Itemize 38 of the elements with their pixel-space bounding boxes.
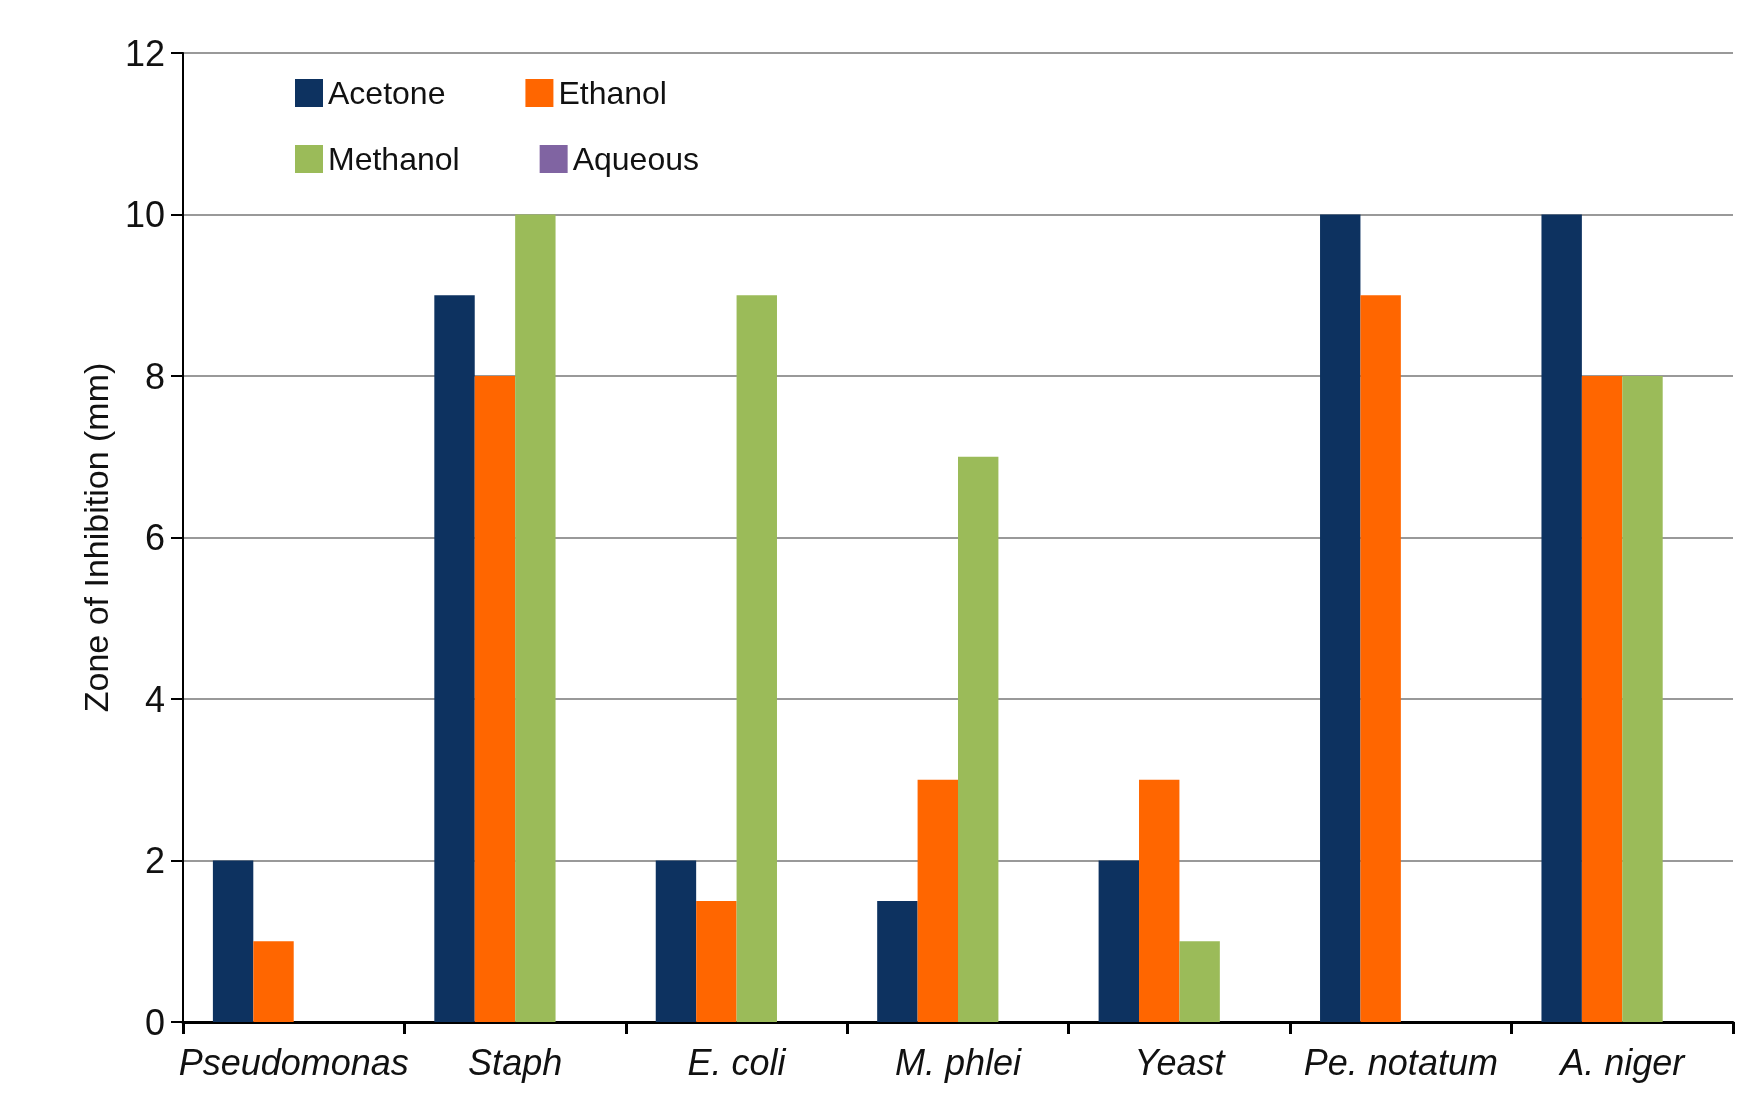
x-tick-label: M. phlei [894,1041,1023,1083]
y-tick-label: 4 [144,678,165,720]
legend-label: Methanol [328,141,460,177]
bar [1581,376,1623,1022]
bar [1622,376,1663,1022]
y-tick-label: 0 [144,1001,165,1043]
bar [1179,941,1220,1022]
y-axis-title: Zone of Inhibition (mm) [77,362,115,713]
x-tick-label: A. niger [1558,1041,1687,1083]
y-tick-label: 12 [124,32,165,74]
bar [696,900,737,1022]
x-tick-label: E. coli [687,1041,787,1083]
bar [1541,214,1582,1022]
legend-label: Aqueous [572,141,699,177]
y-tick-label: 6 [144,517,165,558]
bar [1098,860,1140,1022]
bar [958,456,999,1022]
bar [1320,214,1361,1022]
bar [212,860,254,1022]
bar [655,860,697,1022]
bar [877,900,918,1022]
bar [1360,295,1401,1022]
x-tick-label: Pe. notatum [1303,1041,1498,1083]
bar [253,941,294,1022]
y-tick-label: 8 [144,355,165,397]
bar [1139,779,1180,1022]
x-tick-label: Yeast [1134,1041,1227,1083]
bar [736,295,777,1022]
bar [434,295,475,1022]
bar [474,376,516,1022]
x-tick-label: Staph [468,1041,563,1083]
bar [515,214,556,1022]
legend-label: Acetone [328,75,446,111]
legend-label: Ethanol [558,75,667,111]
x-tick-label: Pseudomonas [178,1041,409,1083]
y-tick-label: 10 [124,194,165,235]
bar [917,779,958,1022]
y-tick-label: 2 [144,840,165,881]
